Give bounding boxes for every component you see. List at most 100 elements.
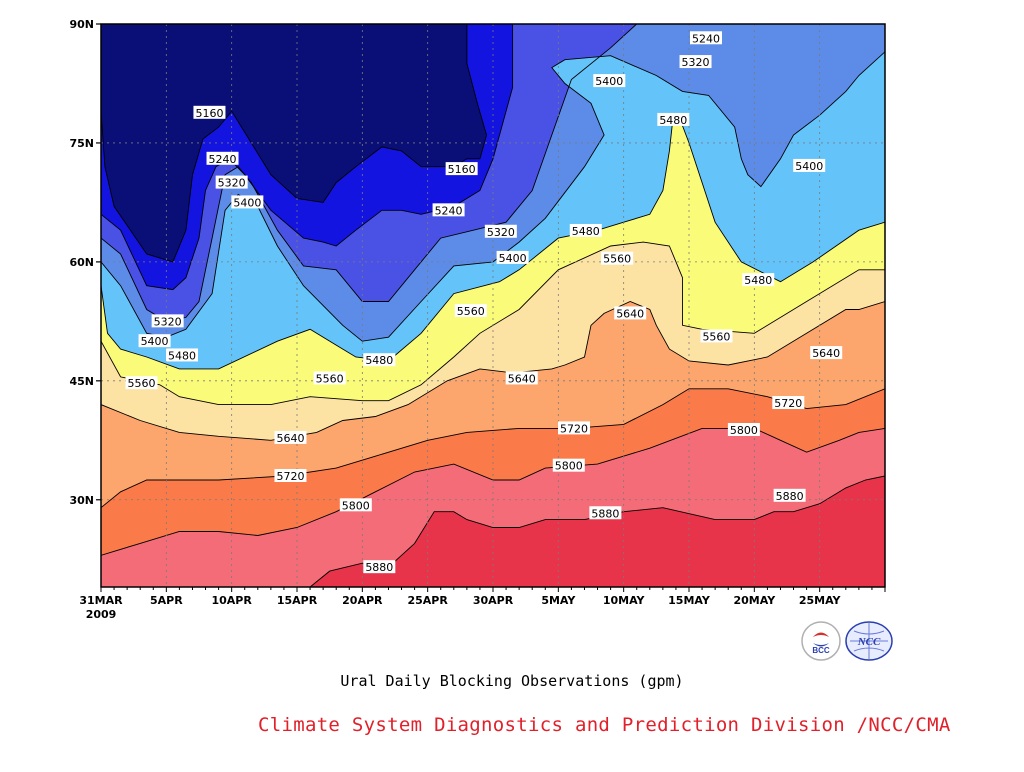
contour-label-text: 5720: [774, 397, 802, 410]
contour-label: 5480: [657, 112, 690, 127]
contour-label: 5640: [614, 306, 647, 320]
contour-label: 5480: [166, 348, 199, 362]
contour-label-text: 5480: [168, 349, 196, 362]
contour-label-text: 5320: [487, 226, 515, 239]
contour-label-box: [432, 203, 465, 217]
contour-label: 5160: [445, 162, 478, 176]
contour-label-box: [313, 371, 346, 385]
contour-label-text: 5480: [572, 225, 600, 238]
contour-label: 5240: [206, 151, 239, 166]
contour-line-5800: [101, 427, 885, 556]
contour-label-text: 5400: [233, 196, 261, 209]
footer-credit: Climate System Diagnostics and Predictio…: [258, 714, 951, 736]
contour-label-box: [445, 162, 478, 176]
contour-label: 5640: [810, 346, 843, 360]
contour-label-text: 5880: [365, 561, 393, 574]
contour-label-box: [363, 353, 396, 367]
contour-label: 5800: [339, 498, 372, 512]
contour-label-box: [773, 488, 806, 502]
x-tick-label: 31MAR: [79, 594, 123, 607]
contour-label-box: [215, 175, 248, 189]
contour-label: 5800: [727, 422, 760, 437]
contour-label-text: 5640: [508, 372, 536, 385]
contour-label: 5320: [151, 314, 184, 328]
contour-label-box: [772, 396, 805, 410]
contour-line-5240: [101, 24, 514, 291]
contour-label-box: [138, 334, 171, 348]
y-tick-label: 75N: [69, 137, 94, 150]
contour-label-box: [231, 195, 264, 209]
contour-label-box: [193, 105, 226, 119]
bcc-logo-icon: BCC: [801, 621, 841, 661]
contour-label: 5400: [593, 74, 626, 88]
contour-label-text: 5560: [702, 330, 730, 343]
contour-label-text: 5560: [128, 377, 156, 390]
contour-label-box: [166, 348, 199, 362]
contour-label-box: [742, 273, 775, 287]
contour-line-5880: [309, 475, 885, 587]
grid-layer: [101, 24, 885, 587]
x-tick-label: 15MAY: [668, 594, 711, 607]
contour-label: 5320: [215, 175, 248, 190]
contour-label: 5720: [772, 396, 805, 410]
contour-label-text: 5320: [682, 56, 710, 69]
contour-line-5720: [101, 388, 885, 509]
contour-label-text: 5480: [744, 274, 772, 287]
contour-label-box: [206, 151, 239, 165]
contour-label: 5480: [363, 353, 396, 367]
y-tick-label: 60N: [69, 256, 94, 269]
contour-label-text: 5400: [141, 335, 169, 348]
x-tick-label: 25APR: [407, 594, 448, 607]
contour-label: 5640: [274, 430, 307, 445]
band-5880: [310, 476, 885, 587]
contour-label-box: [689, 31, 722, 45]
contour-label: 5560: [601, 251, 634, 266]
contour-label-text: 5720: [276, 470, 304, 483]
contour-label-text: 5720: [560, 422, 588, 435]
chart-title: Ural Daily Blocking Observations (gpm): [340, 672, 684, 690]
contour-label-text: 5320: [218, 177, 246, 190]
contour-label-box: [363, 560, 396, 574]
contour-label: 5720: [274, 468, 307, 483]
contour-label-box: [454, 304, 487, 318]
contour-label-text: 5560: [603, 253, 631, 266]
contour-label-box: [700, 329, 733, 343]
contour-label-box: [614, 306, 647, 320]
x-tick-label: 5APR: [150, 594, 183, 607]
bcc-logo-text: BCC: [812, 646, 830, 655]
contour-label-layer: 5160 5160 5240 5240 5240 5320 5320 5320 5320 5400…: [125, 31, 843, 574]
contour-label-box: [496, 250, 529, 264]
contour-label-text: 5480: [659, 114, 687, 127]
contour-label-box: [679, 55, 712, 69]
y-tick-label: 30N: [69, 494, 94, 507]
contour-label: 5480: [742, 273, 775, 287]
contour-label: 5800: [552, 458, 585, 473]
contour-label-box: [558, 421, 591, 435]
contour-label-text: 5800: [342, 499, 370, 512]
contour-label-text: 5400: [595, 75, 623, 88]
contour-label-box: [601, 251, 634, 265]
ncc-logo-icon: NCC: [845, 621, 893, 661]
contour-label: 5400: [793, 158, 826, 173]
y-tick-label: 90N: [69, 18, 94, 31]
contour-label-box: [657, 112, 690, 126]
contour-label-box: [274, 468, 307, 482]
contour-label-box: [810, 346, 843, 360]
contour-line-5160: [101, 24, 487, 263]
x-tick-label: 30APR: [473, 594, 514, 607]
contour-label-text: 5640: [276, 432, 304, 445]
contour-label: 5320: [484, 224, 517, 239]
contour-label: 5640: [505, 371, 538, 385]
contour-label-box: [505, 371, 538, 385]
contour-label-box: [484, 224, 517, 238]
contour-label: 5560: [454, 304, 487, 318]
contour-label: 5720: [558, 421, 591, 435]
contour-label-text: 5400: [795, 160, 823, 173]
contour-label-box: [125, 376, 158, 390]
x-tick-label: 25MAY: [799, 594, 842, 607]
contour-label-text: 5160: [448, 163, 476, 176]
contour-label-text: 5560: [316, 372, 344, 385]
contour-label-text: 5560: [457, 305, 485, 318]
